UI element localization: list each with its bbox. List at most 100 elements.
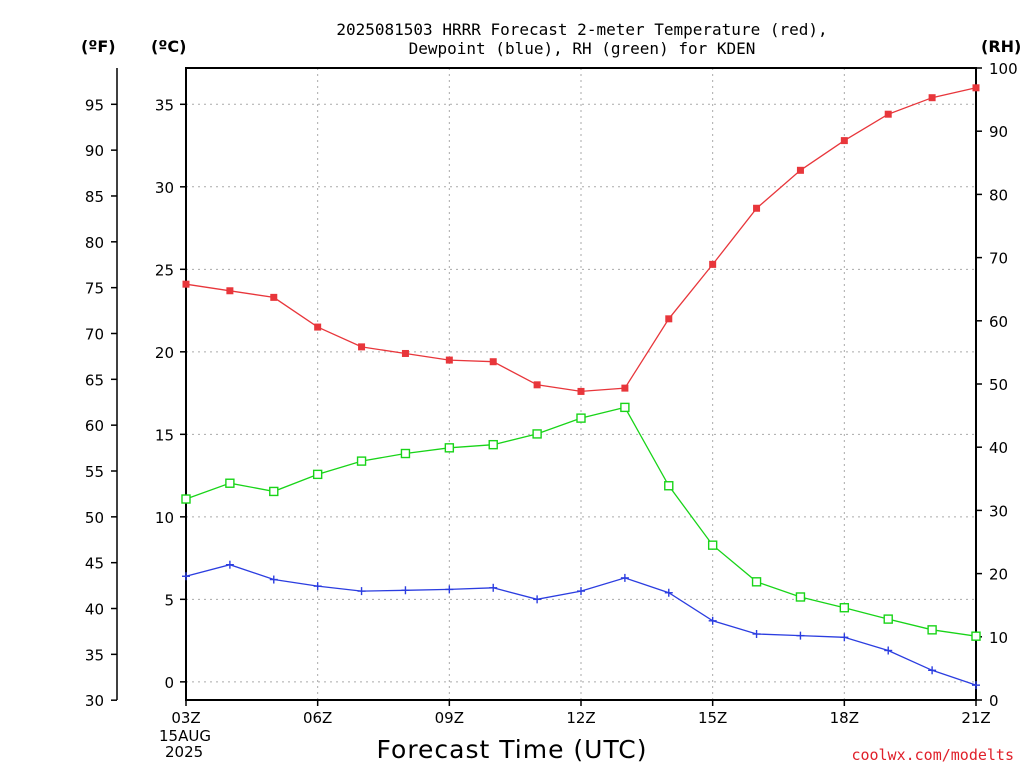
dewpoint-point bbox=[577, 587, 585, 596]
rh-tick-label: 100 bbox=[989, 60, 1018, 78]
fahrenheit-tick-label: 70 bbox=[85, 325, 104, 343]
rh-point bbox=[664, 481, 674, 491]
x-tick-label: 03Z bbox=[171, 709, 200, 727]
dewpoint-line bbox=[185, 564, 977, 686]
dewpoint-point bbox=[708, 616, 717, 625]
fahrenheit-tick-label: 30 bbox=[85, 692, 104, 710]
grid-lines bbox=[186, 68, 976, 700]
fahrenheit-tick-label: 85 bbox=[85, 188, 104, 206]
dewpoint-point bbox=[620, 573, 629, 582]
date-label-line2: 2025 bbox=[165, 743, 203, 761]
x-tick-label: 06Z bbox=[303, 709, 332, 727]
dewpoint-point bbox=[225, 560, 234, 569]
temperature-point bbox=[401, 349, 409, 357]
data-series bbox=[181, 84, 981, 690]
fahrenheit-tick-label: 60 bbox=[85, 417, 104, 435]
tick-labels: 03Z 06Z 09Z 12Z 15Z 18Z 21Z0510152025303530354… bbox=[85, 60, 1018, 727]
fahrenheit-tick-label: 50 bbox=[85, 509, 104, 527]
celsius-tick-label: 15 bbox=[155, 426, 174, 444]
rh-tick-label: 20 bbox=[989, 566, 1008, 584]
celsius-tick-label: 30 bbox=[155, 179, 174, 197]
rh-tick-label: 70 bbox=[989, 250, 1008, 268]
rh-tick-label: 40 bbox=[989, 439, 1008, 457]
rh-point bbox=[400, 448, 411, 459]
dewpoint-point bbox=[752, 629, 761, 638]
rh-point bbox=[532, 429, 542, 439]
rh-point bbox=[181, 494, 191, 504]
rh-point bbox=[620, 402, 630, 413]
temperature-point bbox=[709, 260, 717, 268]
rh-point bbox=[707, 540, 718, 550]
rh-tick-label: 50 bbox=[989, 376, 1008, 394]
dewpoint-point bbox=[445, 585, 454, 594]
x-tick-label: 21Z bbox=[961, 709, 990, 727]
chart-title-line1: 2025081503 HRRR Forecast 2-meter Tempera… bbox=[336, 20, 827, 39]
dewpoint-point bbox=[357, 587, 366, 596]
celsius-tick-label: 10 bbox=[155, 509, 174, 527]
x-tick-label: 12Z bbox=[566, 709, 595, 727]
temperature-point bbox=[884, 110, 892, 118]
dewpoint-point bbox=[884, 646, 893, 655]
rh-point bbox=[576, 413, 586, 423]
temperature-point bbox=[796, 166, 804, 174]
temperature-point bbox=[358, 343, 366, 351]
rh-point bbox=[839, 603, 850, 613]
rh-point bbox=[751, 577, 762, 587]
dewpoint-point bbox=[269, 575, 278, 584]
dewpoint-point bbox=[928, 666, 937, 675]
fahrenheit-tick-label: 40 bbox=[85, 601, 104, 619]
dewpoint-point bbox=[972, 681, 980, 690]
celsius-tick-label: 0 bbox=[164, 674, 174, 692]
fahrenheit-tick-label: 75 bbox=[85, 280, 104, 298]
rh-point bbox=[356, 456, 367, 466]
dewpoint-point bbox=[489, 583, 498, 592]
temperature-point bbox=[972, 84, 980, 92]
temperature-point bbox=[445, 356, 453, 364]
x-tick-label: 18Z bbox=[830, 709, 859, 727]
fahrenheit-tick-label: 90 bbox=[85, 142, 104, 160]
fahrenheit-unit-label: (ºF) bbox=[81, 37, 116, 56]
x-axis-label: Forecast Time (UTC) bbox=[377, 735, 648, 764]
rh-point bbox=[971, 631, 981, 641]
temperature-point bbox=[533, 381, 541, 389]
dewpoint-point bbox=[796, 631, 805, 640]
dewpoint-point bbox=[313, 582, 322, 591]
rh-unit-label: (RH) bbox=[981, 37, 1021, 56]
temperature-point bbox=[840, 137, 848, 145]
dewpoint-point bbox=[401, 586, 410, 595]
x-tick-label: 09Z bbox=[435, 709, 464, 727]
rh-point bbox=[225, 478, 235, 488]
date-label-line1: 15AUG bbox=[159, 727, 211, 745]
fahrenheit-tick-label: 65 bbox=[85, 371, 104, 389]
temperature-point bbox=[270, 293, 278, 301]
rh-point bbox=[795, 592, 806, 602]
dewpoint-point bbox=[182, 572, 190, 581]
rh-point bbox=[444, 443, 455, 453]
temperature-point bbox=[226, 287, 234, 295]
celsius-tick-label: 20 bbox=[155, 344, 174, 362]
dewpoint-point bbox=[664, 588, 673, 597]
rh-point bbox=[269, 486, 279, 497]
celsius-tick-label: 25 bbox=[155, 261, 174, 279]
temperature-point bbox=[314, 323, 322, 331]
chart-title-line2: Dewpoint (blue), RH (green) for KDEN bbox=[409, 39, 756, 58]
rh-point bbox=[312, 469, 323, 480]
axes bbox=[111, 67, 982, 706]
rh-tick-label: 60 bbox=[989, 313, 1008, 331]
rh-tick-label: 10 bbox=[989, 629, 1008, 647]
celsius-tick-label: 5 bbox=[164, 591, 174, 609]
temperature-point bbox=[489, 358, 497, 366]
rh-tick-label: 90 bbox=[989, 123, 1008, 141]
fahrenheit-tick-label: 80 bbox=[85, 234, 104, 252]
celsius-tick-label: 35 bbox=[155, 96, 174, 114]
rh-tick-label: 80 bbox=[989, 186, 1008, 204]
rh-tick-label: 30 bbox=[989, 502, 1008, 520]
celsius-unit-label: (ºC) bbox=[151, 37, 186, 56]
rh-point bbox=[488, 439, 498, 450]
x-tick-label: 15Z bbox=[698, 709, 727, 727]
temperature-point bbox=[928, 94, 936, 102]
temperature-point bbox=[182, 280, 190, 288]
dewpoint-point bbox=[840, 633, 849, 642]
dewpoint-point bbox=[533, 595, 542, 604]
